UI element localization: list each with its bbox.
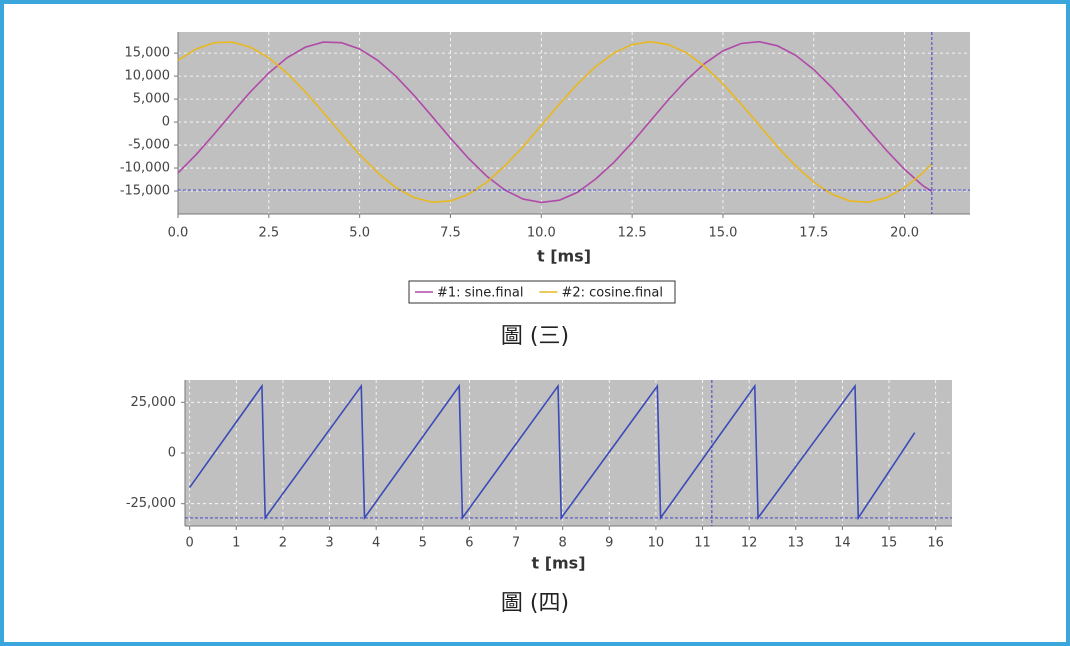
x-tick-label: 4 xyxy=(372,536,380,551)
y-tick-label: 15,000 xyxy=(125,46,171,61)
plot-area xyxy=(178,32,970,214)
x-tick-label: 9 xyxy=(605,536,613,551)
y-tick-label: 25,000 xyxy=(131,395,177,410)
x-tick-label: 6 xyxy=(465,536,473,551)
series-line xyxy=(189,383,916,521)
y-tick-label: 5,000 xyxy=(133,92,170,107)
x-tick-label: 8 xyxy=(559,536,567,551)
x-tick-label: 17.5 xyxy=(799,226,828,241)
x-tick-label: 2.5 xyxy=(258,226,279,241)
x-axis-title: t [ms] xyxy=(537,247,591,266)
x-axis-title: t [ms] xyxy=(531,554,585,573)
x-tick-label: 7.5 xyxy=(440,226,461,241)
x-tick-label: 5.0 xyxy=(349,226,370,241)
x-tick-label: 20.0 xyxy=(890,226,919,241)
y-tick-label: -25,000 xyxy=(126,496,176,511)
x-tick-label: 16 xyxy=(927,536,944,551)
x-tick-label: 10 xyxy=(648,536,665,551)
y-tick-label: -15,000 xyxy=(120,184,170,199)
y-tick-label: -10,000 xyxy=(120,161,170,176)
y-tick-label: -5,000 xyxy=(128,138,170,153)
legend-label: #2: cosine.final xyxy=(561,286,663,301)
x-tick-label: 15.0 xyxy=(708,226,737,241)
y-tick-label: 0 xyxy=(162,115,170,130)
x-tick-label: 10.0 xyxy=(527,226,556,241)
legend-label: #1: sine.final xyxy=(437,286,523,301)
x-tick-label: 12 xyxy=(741,536,758,551)
x-tick-label: 12.5 xyxy=(618,226,647,241)
y-tick-label: 10,000 xyxy=(125,69,171,84)
caption: 圖 (三) xyxy=(501,324,569,349)
x-tick-label: 7 xyxy=(512,536,520,551)
series-line xyxy=(177,40,933,203)
caption: 圖 (四) xyxy=(501,591,569,616)
x-tick-label: 11 xyxy=(694,536,711,551)
x-tick-label: 2 xyxy=(279,536,287,551)
series-line xyxy=(177,40,933,204)
x-tick-label: 13 xyxy=(788,536,805,551)
x-tick-label: 5 xyxy=(419,536,427,551)
x-tick-label: 0.0 xyxy=(168,226,189,241)
x-tick-label: 1 xyxy=(232,536,240,551)
x-tick-label: 0 xyxy=(186,536,194,551)
x-tick-label: 3 xyxy=(325,536,333,551)
x-tick-label: 14 xyxy=(834,536,851,551)
x-tick-label: 15 xyxy=(881,536,898,551)
y-tick-label: 0 xyxy=(168,446,176,461)
